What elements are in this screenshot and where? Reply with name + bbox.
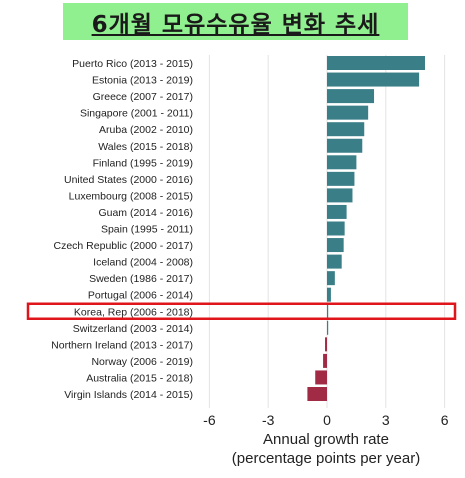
x-tick-label-0: -6 — [203, 412, 216, 428]
category-label-3: Singapore (2001 - 2011) — [80, 108, 193, 120]
bar-12 — [327, 254, 342, 269]
category-label-14: Portugal (2006 - 2014) — [88, 290, 193, 302]
bar-9 — [327, 204, 347, 219]
bar-20 — [307, 387, 327, 401]
category-label-6: Finland (1995 - 2019) — [93, 157, 193, 169]
bar-16 — [327, 320, 329, 335]
x-tick-label-1: -3 — [262, 412, 275, 428]
bar-4 — [327, 122, 365, 137]
bar-2 — [327, 89, 375, 104]
x-tick-label-4: 6 — [441, 412, 449, 428]
category-label-5: Wales (2015 - 2018) — [98, 141, 193, 153]
category-label-16: Switzerland (2003 - 2014) — [73, 323, 193, 335]
bar-1 — [327, 72, 420, 87]
category-label-0: Puerto Rico (2013 - 2015) — [72, 58, 193, 70]
category-labels: Puerto Rico (2013 - 2015) Estonia (2013 -… — [51, 58, 193, 401]
x-axis-title-line1: Annual growth rate — [263, 431, 389, 448]
chart-title: 6개월 모유수유율 변화 추세 — [91, 11, 380, 38]
bar-17 — [325, 337, 327, 352]
x-tick-label-3: 3 — [382, 412, 390, 428]
bar-14 — [327, 287, 331, 302]
title-banner: 6개월 모유수유율 변화 추세 — [63, 3, 408, 40]
bar-7 — [327, 171, 355, 186]
category-label-20: Virgin Islands (2014 - 2015) — [64, 389, 193, 401]
bar-11 — [327, 238, 344, 253]
category-label-13: Sweden (1986 - 2017) — [89, 273, 193, 285]
bar-5 — [327, 138, 363, 153]
category-label-17: Northern Ireland (2013 - 2017) — [51, 339, 193, 351]
category-label-2: Greece (2007 - 2017) — [93, 91, 193, 103]
category-label-4: Aruba (2002 - 2010) — [99, 124, 193, 136]
category-label-7: United States (2000 - 2016) — [64, 174, 193, 186]
category-label-10: Spain (1995 - 2011) — [101, 224, 193, 236]
category-label-19: Australia (2015 - 2018) — [86, 372, 193, 384]
category-label-11: Czech Republic (2000 - 2017) — [54, 240, 194, 252]
category-label-9: Guam (2014 - 2016) — [98, 207, 193, 219]
bar-0 — [327, 56, 425, 70]
x-axis-ticks: -6 -3 0 3 6 — [203, 412, 449, 428]
category-label-18: Norway (2006 - 2019) — [91, 356, 193, 368]
bar-6 — [327, 155, 357, 170]
bar-15 — [327, 304, 329, 319]
bar-10 — [327, 221, 345, 236]
highlight-box-korea — [26, 302, 457, 320]
bar-8 — [327, 188, 353, 203]
bar-18 — [323, 353, 327, 368]
bar-13 — [327, 271, 335, 286]
category-label-15: Korea, Rep (2006 - 2018) — [74, 306, 193, 318]
bar-3 — [327, 105, 369, 120]
x-tick-label-2: 0 — [323, 412, 331, 428]
category-label-12: Iceland (2004 - 2008) — [93, 257, 193, 269]
category-label-1: Estonia (2013 - 2019) — [92, 75, 193, 87]
bar-19 — [315, 370, 327, 385]
category-label-8: Luxembourg (2008 - 2015) — [69, 190, 193, 202]
bars-layer — [307, 56, 425, 401]
x-axis-title-line2: (percentage points per year) — [232, 450, 420, 467]
